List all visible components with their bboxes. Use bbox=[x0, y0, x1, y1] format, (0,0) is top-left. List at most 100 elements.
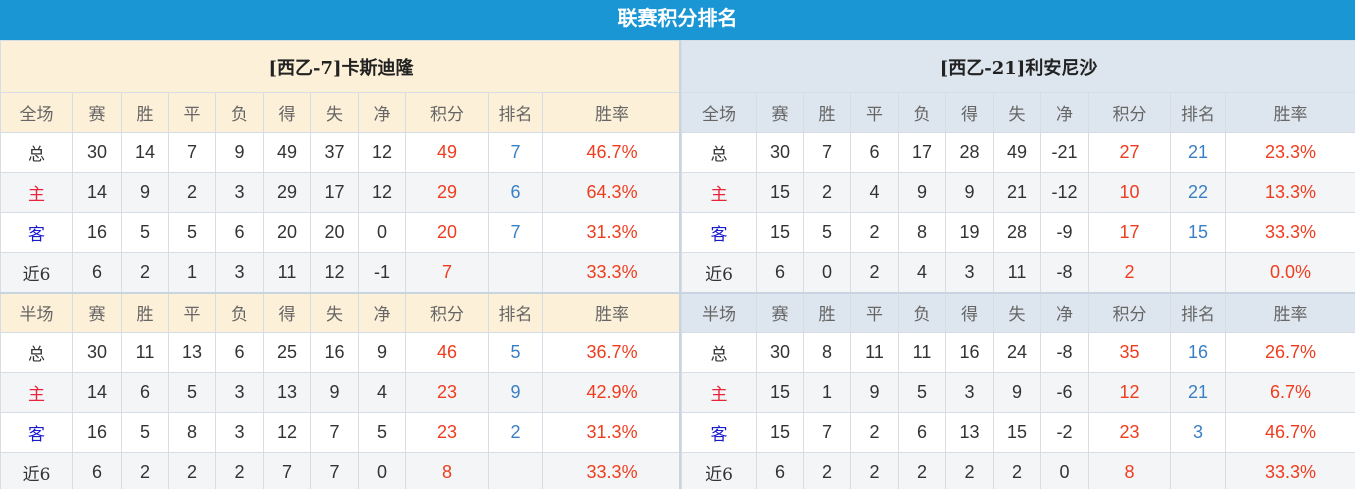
cell: 3 bbox=[215, 252, 264, 293]
cell: 16 bbox=[1170, 332, 1226, 373]
row-label: 近6 bbox=[681, 252, 757, 293]
column-header: 负 bbox=[898, 291, 946, 333]
cell: 9 bbox=[215, 132, 264, 173]
cell: 20 bbox=[263, 212, 311, 253]
cell: 16 bbox=[310, 332, 359, 373]
cell: 35 bbox=[1088, 332, 1171, 373]
cell: 7 bbox=[310, 452, 359, 489]
column-header: 胜 bbox=[803, 92, 851, 133]
cell: 23 bbox=[1088, 412, 1171, 453]
cell: 11 bbox=[263, 252, 311, 293]
cell: 12 bbox=[310, 252, 359, 293]
column-header: 净 bbox=[1040, 92, 1089, 133]
table-row: 主 15 1 9 5 3 9 -6 12 21 6.7% bbox=[681, 372, 1355, 413]
column-header: 胜 bbox=[803, 291, 851, 333]
cell: 2 bbox=[488, 412, 543, 453]
cell: 19 bbox=[945, 212, 994, 253]
cell: -1 bbox=[358, 252, 406, 293]
team-name: [西乙-21]利安尼沙 bbox=[681, 40, 1355, 93]
column-header: 积分 bbox=[405, 291, 489, 333]
cell: 3 bbox=[1170, 412, 1226, 453]
column-header: 胜率 bbox=[1224, 92, 1355, 133]
cell: 11 bbox=[121, 332, 169, 373]
cell: 13.3% bbox=[1224, 172, 1355, 213]
cell: -9 bbox=[1040, 212, 1089, 253]
cell: 9 bbox=[121, 172, 169, 213]
half-header-row: 半场赛胜平负得失净积分 排名 胜率 bbox=[681, 291, 1355, 333]
cell: 5 bbox=[898, 372, 946, 413]
cell: 7 bbox=[263, 452, 311, 489]
cell: 11 bbox=[993, 252, 1041, 293]
column-header: 积分 bbox=[1088, 92, 1171, 133]
cell: 21 bbox=[1170, 132, 1226, 173]
cell: 5 bbox=[803, 212, 851, 253]
cell: 33.3% bbox=[541, 252, 679, 293]
cell: 30 bbox=[756, 332, 804, 373]
column-header: 胜率 bbox=[541, 92, 679, 133]
cell: 2 bbox=[168, 172, 216, 213]
cell: 15 bbox=[756, 172, 804, 213]
cell: 2 bbox=[803, 172, 851, 213]
row-label: 主 bbox=[681, 172, 757, 213]
standings-panels: [西乙-7]卡斯迪隆 全场赛胜平负得失净积分 排名 胜率总 30 14 7 9 49 37 12 49… bbox=[0, 40, 1355, 489]
cell: 21 bbox=[1170, 372, 1226, 413]
cell: 3 bbox=[215, 412, 264, 453]
standings-table: [西乙-7]卡斯迪隆 全场赛胜平负得失净积分 排名 胜率总 30 14 7 9 49 37 12 49… bbox=[0, 40, 679, 489]
cell: 8 bbox=[168, 412, 216, 453]
row-label: 客 bbox=[0, 412, 73, 453]
table-row: 客 15 5 2 8 19 28 -9 17 15 33.3% bbox=[681, 212, 1355, 253]
cell: 8 bbox=[898, 212, 946, 253]
column-header: 排名 bbox=[488, 291, 543, 333]
cell: 4 bbox=[898, 252, 946, 293]
half-header-row: 半场赛胜平负得失净积分 排名 胜率 bbox=[0, 291, 679, 333]
row-label: 主 bbox=[0, 372, 73, 413]
cell: 5 bbox=[121, 412, 169, 453]
column-header: 排名 bbox=[1170, 291, 1226, 333]
cell: 6 bbox=[72, 452, 122, 489]
cell: 12 bbox=[1088, 372, 1171, 413]
cell: 6 bbox=[756, 452, 804, 489]
column-header: 失 bbox=[310, 92, 359, 133]
cell: 26.7% bbox=[1224, 332, 1355, 373]
cell: 1 bbox=[803, 372, 851, 413]
cell: -8 bbox=[1040, 332, 1089, 373]
cell: 1 bbox=[168, 252, 216, 293]
cell: 15 bbox=[1170, 212, 1226, 253]
away-team-panel: [西乙-21]利安尼沙 全场赛胜平负得失净积分 排名 胜率总 30 7 6 17 28 49 -21… bbox=[681, 40, 1355, 489]
cell: 49 bbox=[405, 132, 489, 173]
cell: 2 bbox=[803, 452, 851, 489]
cell: 14 bbox=[121, 132, 169, 173]
table-row: 近6 6 2 1 3 11 12 -1 7 33.3% bbox=[0, 252, 679, 293]
column-header: 平 bbox=[850, 92, 899, 133]
cell: 3 bbox=[215, 372, 264, 413]
row-label: 总 bbox=[681, 132, 757, 173]
cell: 2 bbox=[993, 452, 1041, 489]
page-title: 联赛积分排名 bbox=[0, 0, 1355, 40]
cell: 24 bbox=[993, 332, 1041, 373]
column-header: 胜率 bbox=[541, 291, 679, 333]
cell: 2 bbox=[121, 452, 169, 489]
full-header-row: 全场赛胜平负得失净积分 排名 胜率 bbox=[681, 92, 1355, 133]
cell: 7 bbox=[310, 412, 359, 453]
cell: 49 bbox=[263, 132, 311, 173]
cell: 31.3% bbox=[541, 412, 679, 453]
cell: 3 bbox=[215, 172, 264, 213]
cell: 3 bbox=[945, 252, 994, 293]
cell: 7 bbox=[405, 252, 489, 293]
column-header: 净 bbox=[358, 92, 406, 133]
cell: 22 bbox=[1170, 172, 1226, 213]
cell: 2 bbox=[850, 412, 899, 453]
cell: 17 bbox=[898, 132, 946, 173]
cell: 28 bbox=[993, 212, 1041, 253]
row-label: 总 bbox=[0, 332, 73, 373]
cell: 12 bbox=[358, 172, 406, 213]
cell: 9 bbox=[993, 372, 1041, 413]
table-row: 总 30 7 6 17 28 49 -21 27 21 23.3% bbox=[681, 132, 1355, 173]
column-header: 赛 bbox=[72, 291, 122, 333]
cell: 20 bbox=[405, 212, 489, 253]
column-header: 失 bbox=[993, 92, 1041, 133]
row-label: 总 bbox=[681, 332, 757, 373]
cell: 7 bbox=[168, 132, 216, 173]
column-header: 胜 bbox=[121, 291, 169, 333]
cell: 27 bbox=[1088, 132, 1171, 173]
